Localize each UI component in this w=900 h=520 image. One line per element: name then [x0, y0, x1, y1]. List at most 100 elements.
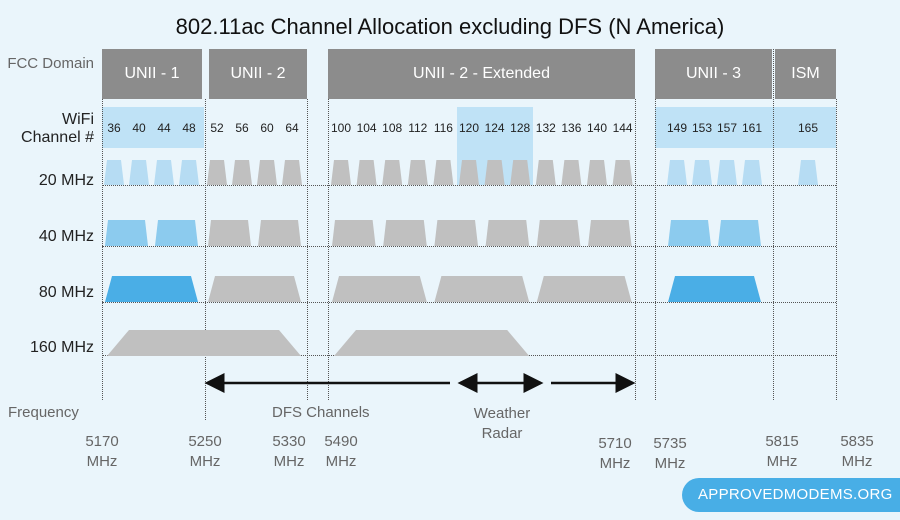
channel-20mhz-40: [129, 160, 149, 185]
channel-label: 124: [484, 121, 505, 135]
channel-20mhz-120: [459, 160, 479, 185]
frequency-label: Frequency: [8, 404, 79, 421]
channel-20mhz-140: [587, 160, 607, 185]
channel-40mhz-132-136: [536, 220, 581, 246]
channel-80mhz-149-161: [668, 276, 761, 302]
watermark-badge: APPROVEDMODEMS.ORG: [682, 478, 900, 512]
band-unii-2-extended: UNII - 2 - Extended: [328, 49, 635, 99]
channel-20mhz-44: [154, 160, 174, 185]
channel-80mhz-116-128: [434, 276, 530, 302]
channel-label: 153: [691, 121, 713, 135]
channel-20mhz-104: [356, 160, 377, 185]
frequency-value: 5735: [653, 435, 687, 452]
channel-label: 112: [408, 121, 428, 135]
diagram-title: 802.11ac Channel Allocation excluding DF…: [175, 14, 725, 39]
channel-20mhz-161: [742, 160, 762, 185]
frequency-tick-label: 5815 MHz: [752, 432, 812, 472]
channel-40mhz-108-112: [383, 220, 427, 246]
160mhz-label: 160 MHz: [29, 339, 94, 356]
frequency-unit: MHz: [273, 453, 305, 470]
channel-40mhz-149-153: [668, 220, 711, 246]
channel-label: 128: [510, 121, 531, 135]
frequency-tick-label: 5835 MHz: [827, 432, 887, 472]
fcc-domain-label: FCC Domain: [7, 55, 94, 72]
frequency-tick-label: 5490 MHz: [311, 432, 371, 472]
frequency-unit: MHz: [599, 455, 631, 472]
divider-line: [205, 99, 206, 420]
unii3-ism-highlight: [655, 107, 836, 148]
channel-20mhz-112: [407, 160, 428, 185]
frequency-value: 5170: [85, 433, 119, 450]
frequency-unit: MHz: [86, 453, 118, 470]
frequency-unit: MHz: [766, 453, 798, 470]
channel-label: 116: [433, 121, 453, 135]
channel-20mhz-136: [561, 160, 582, 185]
divider-line: [836, 99, 837, 400]
channel-40mhz-116-120: [434, 220, 478, 246]
channel-20mhz-165: [798, 160, 818, 185]
band-unii-2: UNII - 2: [209, 49, 307, 99]
channel-20mhz-128: [510, 160, 531, 185]
channel-20mhz-64: [282, 160, 302, 185]
frequency-tick-label: 5710 MHz: [585, 434, 645, 474]
40mhz-label: 40 MHz: [38, 228, 94, 245]
channel-label: 140: [586, 121, 608, 135]
frequency-value: 5490: [324, 433, 358, 450]
frequency-unit: MHz: [325, 453, 357, 470]
20mhz-label: 20 MHz: [38, 172, 94, 189]
channel-label: 165: [797, 121, 819, 135]
channel-label: 44: [157, 121, 171, 135]
channel-40mhz-36-40: [105, 220, 148, 246]
channel-20mhz-60: [257, 160, 277, 185]
channel-40mhz-140-144: [588, 220, 632, 246]
channel-20mhz-144: [612, 160, 633, 185]
channel-label: 100: [330, 121, 352, 135]
channel-label: 157: [716, 121, 738, 135]
channel-40mhz-60-64: [258, 220, 301, 246]
divider-line: [773, 49, 774, 400]
channel-20mhz-132: [535, 160, 556, 185]
channel-40mhz-44-48: [155, 220, 198, 246]
channel-label: 120: [458, 121, 480, 135]
channel-20mhz-157: [717, 160, 737, 185]
channel-20mhz-36: [104, 160, 124, 185]
channel-label: 144: [612, 121, 633, 135]
channel-20mhz-116: [433, 160, 454, 185]
channel-label: 161: [741, 121, 763, 135]
channel-label: 40: [132, 121, 146, 135]
channel-label: 36: [107, 121, 121, 135]
channel-label: 60: [260, 121, 274, 135]
frequency-unit: MHz: [189, 453, 221, 470]
channel-20mhz-108: [382, 160, 403, 185]
row-divider: [102, 185, 836, 186]
channel-label: 132: [535, 121, 556, 135]
row-divider: [102, 302, 836, 303]
80mhz-label: 80 MHz: [38, 284, 94, 301]
channel-80mhz-52-64: [208, 276, 301, 302]
channel-label: 149: [666, 121, 688, 135]
unii1-highlight: [102, 107, 204, 148]
frequency-value: 5835: [840, 433, 874, 450]
dfs-channels-label: DFS Channels: [272, 404, 370, 421]
channel-20mhz-52: [207, 160, 227, 185]
row-divider: [102, 246, 836, 247]
channel-label: 64: [285, 121, 299, 135]
band-unii-3: UNII - 3: [655, 49, 772, 99]
channel-20mhz-100: [331, 160, 351, 185]
band-unii-1: UNII - 1: [102, 49, 202, 99]
divider-line: [307, 99, 308, 400]
frequency-value: 5330: [272, 433, 306, 450]
channel-label: 52: [210, 121, 224, 135]
frequency-value: 5815: [765, 433, 799, 450]
wifi-channel-label: WiFi Channel #: [21, 111, 94, 146]
channel-label: 136: [561, 121, 582, 135]
frequency-tick-label: 5735 MHz: [640, 434, 700, 474]
divider-line: [635, 99, 636, 400]
channel-20mhz-56: [232, 160, 252, 185]
frequency-tick-label: 5250 MHz: [175, 432, 235, 472]
channel-20mhz-48: [179, 160, 199, 185]
channel-20mhz-153: [692, 160, 712, 185]
channel-160mhz-100-128: [334, 330, 530, 356]
frequency-unit: MHz: [654, 455, 686, 472]
